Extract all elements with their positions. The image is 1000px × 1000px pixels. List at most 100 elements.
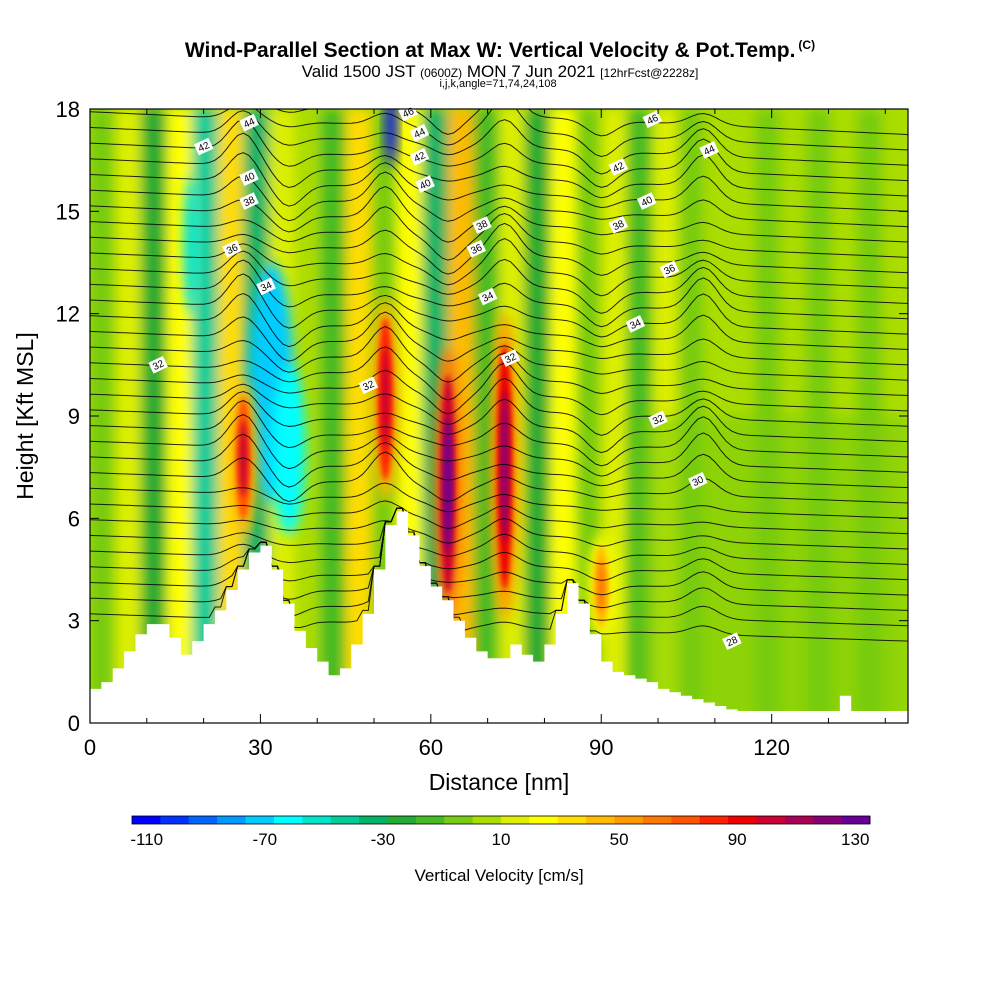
y-axis-label: Height [Kft MSL] [12, 332, 38, 499]
contour-label: 44 [699, 141, 719, 159]
theta-contour-line [90, 507, 908, 550]
colorbar-tick-label: -70 [253, 830, 278, 849]
theta-contour-line [90, 132, 908, 199]
contour-label-bg [358, 376, 379, 395]
updraft-core [597, 560, 606, 613]
theta-contour-line [90, 206, 908, 261]
theta-contour-line [275, 109, 908, 137]
contour-label-bg [193, 137, 214, 156]
colorbar-tick-label: 90 [728, 830, 747, 849]
contour-label-text: 34 [259, 280, 274, 295]
colorbar-tick-label: -110 [130, 830, 163, 849]
forecast-info: [12hrFcst@2228z] [600, 66, 699, 80]
colorbar-swatch [160, 816, 190, 824]
field-stripe [115, 109, 143, 723]
y-tick-label: 15 [56, 199, 80, 224]
contour-label: 42 [409, 147, 430, 166]
contour-label-text: 28 [725, 635, 740, 650]
colorbar-swatch [302, 816, 332, 824]
contour-label-bg [722, 632, 742, 650]
theta-contour-line [90, 250, 908, 314]
contour-label-bg [239, 113, 259, 132]
colorbar-tick-label: -30 [371, 830, 396, 849]
contour-label: 32 [648, 410, 668, 429]
x-tick-label: 90 [589, 735, 613, 760]
colorbar-swatch [642, 816, 672, 824]
chart-subtitle: Valid 1500 JST (0600Z) MON 7 Jun 2021 [1… [0, 62, 1000, 82]
theta-contour-line [90, 222, 908, 276]
colorbar-tick-label: 50 [610, 830, 629, 849]
theta-contour-line [90, 109, 908, 158]
contour-label-text: 34 [481, 290, 496, 305]
colorbar-frame [131, 815, 871, 825]
theta-contour-line [90, 273, 908, 338]
contour-label-bg [256, 277, 276, 296]
x-tick-label: 0 [84, 735, 96, 760]
colorbar-swatch [586, 816, 616, 824]
contour-label-text: 36 [469, 242, 484, 257]
theta-contour-line [90, 152, 908, 212]
valid-utc: (0600Z) [420, 66, 463, 80]
y-tick-label: 6 [68, 506, 80, 531]
valid-date: MON 7 Jun 2021 [466, 62, 596, 81]
contour-label-text: 30 [691, 474, 706, 489]
theta-contour-line [90, 390, 908, 454]
contour-label-bg [642, 110, 663, 129]
theta-contour-line [90, 414, 908, 477]
contour-label: 32 [500, 349, 521, 367]
colorbar-swatch [614, 816, 644, 824]
contour-label-bg [398, 103, 418, 122]
contour-label: 36 [659, 260, 680, 279]
theta-contour-line [90, 507, 908, 581]
contour-label-text: 40 [640, 194, 655, 209]
contour-label-text: 38 [475, 218, 490, 233]
colorbar-swatch [188, 816, 218, 824]
colorbar-label: Vertical Velocity [cm/s] [414, 866, 583, 885]
contour-label: 42 [608, 158, 629, 176]
contour-label: 40 [415, 175, 435, 193]
theta-contour-line [90, 259, 908, 328]
field-stripe [524, 109, 552, 723]
theta-contour-line [90, 433, 908, 489]
colorbar-swatch [671, 816, 701, 824]
y-tick-label: 3 [68, 609, 80, 634]
colorbar-swatch [472, 816, 502, 824]
contour-label: 38 [608, 216, 629, 234]
colorbar-swatch [756, 816, 786, 824]
colorbar-swatch [132, 816, 161, 824]
theta-contour-line [90, 507, 908, 611]
contour-label: 44 [239, 113, 259, 132]
chart-title: Wind-Parallel Section at Max W: Vertical… [0, 38, 1000, 63]
colorbar-swatch [359, 816, 388, 824]
y-tick-label: 0 [68, 711, 80, 736]
contour-label-bg [466, 240, 487, 258]
updraft-core [381, 347, 390, 451]
contour-label-text: 38 [611, 218, 626, 233]
contour-label-bg [415, 175, 435, 193]
theta-contour-line [90, 292, 908, 350]
colorbar-swatch [330, 816, 360, 824]
contour-label-text: 36 [662, 263, 677, 278]
theta-contour-line [90, 171, 908, 228]
contour-label-bg [148, 356, 168, 374]
y-tick-label: 18 [56, 97, 80, 122]
contour-label: 38 [239, 192, 259, 210]
downdraft-blob [183, 177, 201, 314]
contour-label-text: 32 [361, 379, 376, 394]
contour-label-text: 34 [628, 317, 643, 332]
theta-contour-line [90, 346, 908, 401]
contour-label-text: 38 [242, 194, 257, 209]
colorbar-tick-label: 130 [841, 830, 869, 849]
y-tick-label: 9 [68, 404, 80, 429]
contour-label-text: 40 [418, 177, 433, 192]
theta-contour-line [90, 451, 908, 504]
contour-label-bg [409, 147, 430, 166]
theta-contours [90, 109, 908, 642]
theta-contour-line [90, 377, 908, 436]
valid-time: Valid 1500 JST [301, 62, 416, 81]
colorbar-swatch [699, 816, 729, 824]
contour-label: 34 [625, 315, 646, 333]
contour-label-bg [500, 349, 521, 367]
contour-label-text: 42 [611, 160, 626, 175]
